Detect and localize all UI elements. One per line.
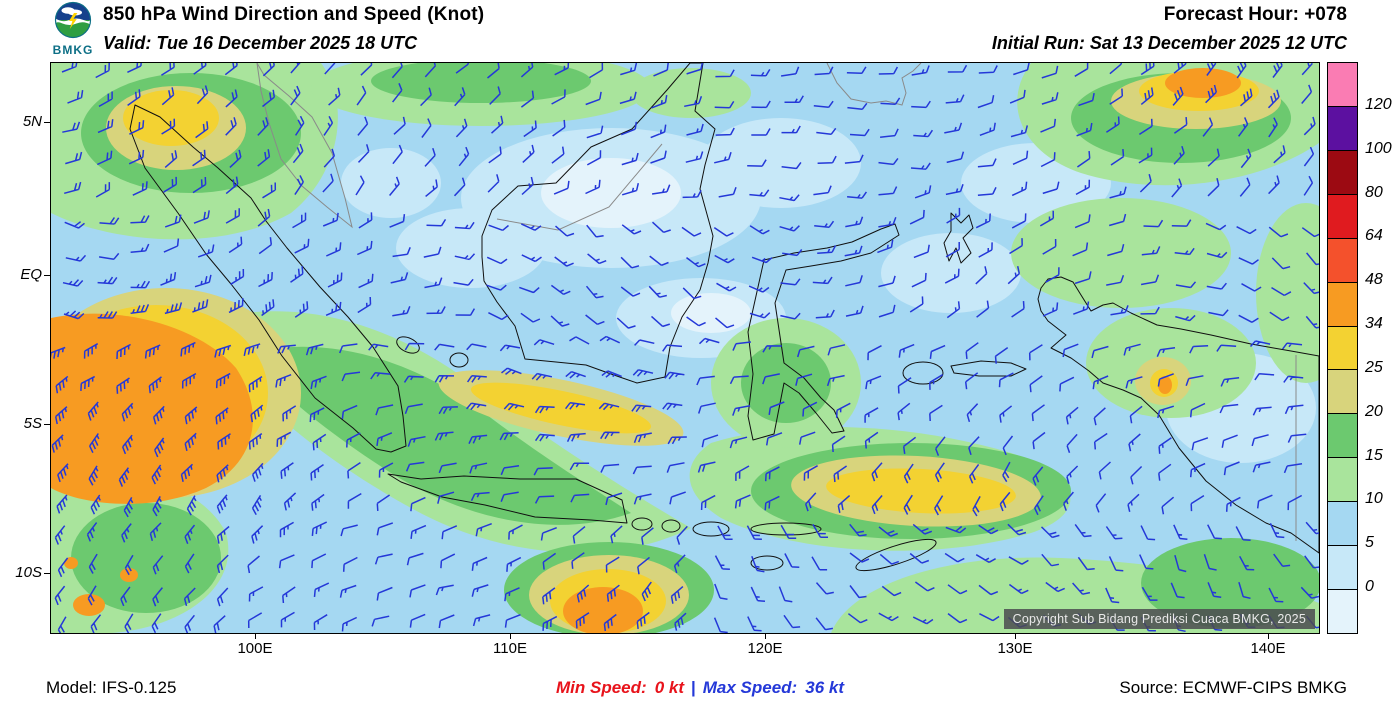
- min-speed-value: 0 kt: [654, 678, 684, 697]
- colorbar-segment: [1328, 326, 1357, 371]
- page-title: 850 hPa Wind Direction and Speed (Knot): [103, 4, 485, 25]
- max-speed-value: 36 kt: [805, 678, 844, 697]
- bmkg-logo-text: BMKG: [52, 43, 94, 57]
- x-tick-mark: [1268, 633, 1269, 639]
- colorbar-segment: [1328, 546, 1357, 591]
- x-tick-label: 110E: [493, 640, 527, 657]
- x-tick-label: 130E: [997, 640, 1033, 657]
- y-tick-mark: [44, 275, 50, 276]
- y-tick-label: 5S: [23, 415, 42, 432]
- bmkg-logo-icon: [54, 1, 92, 39]
- map-area: Copyright Sub Bidang Prediksi Cuaca BMKG…: [50, 62, 1320, 634]
- coastlines-foreign: [256, 63, 1297, 541]
- colorbar-segment: [1328, 502, 1357, 547]
- colorbar-label: 34: [1365, 315, 1383, 333]
- colorbar-segment: [1328, 194, 1357, 239]
- colorbar-label: 15: [1365, 446, 1383, 464]
- speed-separator: |: [690, 678, 696, 697]
- colorbar-label: 0: [1365, 578, 1374, 596]
- x-tick-label: 100E: [237, 640, 273, 657]
- colorbar-segment: [1328, 590, 1357, 633]
- forecast-hour-label: Forecast Hour: +078: [1163, 4, 1347, 25]
- colorbar-segment: [1328, 370, 1357, 415]
- colorbar-segment: [1328, 150, 1357, 195]
- x-tick-mark: [255, 633, 256, 639]
- x-tick-mark: [1015, 633, 1016, 639]
- colorbar-label: 10: [1365, 490, 1383, 508]
- copyright-overlay: Copyright Sub Bidang Prediksi Cuaca BMKG…: [1003, 609, 1315, 629]
- y-tick-label: 5N: [22, 113, 42, 130]
- wind-barbs: [51, 63, 1319, 633]
- colorbar-label: 80: [1365, 183, 1383, 201]
- colorbar-label: 20: [1365, 402, 1383, 420]
- bmkg-logo: BMKG: [44, 1, 102, 56]
- model-label: Model: IFS-0.125: [46, 678, 177, 697]
- wind-map: [51, 63, 1319, 633]
- source-label: Source: ECMWF-CIPS BMKG: [1119, 678, 1347, 697]
- min-speed-label: Min Speed:: [556, 678, 647, 697]
- colorbar-segment: [1328, 106, 1357, 151]
- y-tick-mark: [44, 122, 50, 123]
- colorbar-label: 120: [1365, 95, 1392, 113]
- colorbar-segment: [1328, 458, 1357, 503]
- speed-summary: Min Speed: 0 kt | Max Speed: 36 kt: [556, 678, 844, 698]
- y-tick-mark: [44, 424, 50, 425]
- initial-run-label: Initial Run: Sat 13 December 2025 12 UTC: [991, 33, 1347, 53]
- max-speed-label: Max Speed:: [702, 678, 798, 697]
- colorbar-segment: [1328, 238, 1357, 283]
- x-tick-label: 120E: [747, 640, 783, 657]
- x-tick-mark: [765, 633, 766, 639]
- y-tick-label: 10S: [15, 564, 42, 581]
- colorbar-label: 100: [1365, 139, 1392, 157]
- x-tick-label: 140E: [1250, 640, 1286, 657]
- colorbar-segment: [1328, 282, 1357, 327]
- colorbar-label: 5: [1365, 534, 1374, 552]
- colorbar-label: 25: [1365, 358, 1383, 376]
- valid-time-label: Valid: Tue 16 December 2025 18 UTC: [103, 33, 418, 53]
- colorbar-label: 48: [1365, 271, 1383, 289]
- colorbar-label: 64: [1365, 227, 1383, 245]
- colorbar-segment: [1328, 63, 1357, 107]
- x-tick-mark: [510, 633, 511, 639]
- coastlines: [129, 63, 1319, 572]
- colorbar: [1327, 62, 1358, 634]
- y-tick-label: EQ: [20, 266, 42, 283]
- colorbar-segment: [1328, 414, 1357, 459]
- y-tick-mark: [44, 573, 50, 574]
